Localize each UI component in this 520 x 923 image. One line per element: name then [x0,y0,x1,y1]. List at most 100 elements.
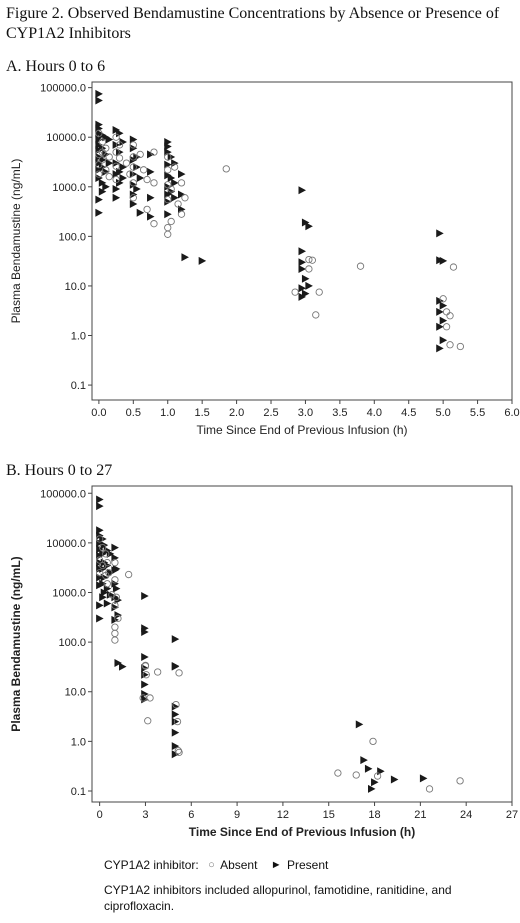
y-tick-label: 1.0 [71,331,86,343]
point-present [436,322,444,331]
point-present [129,170,138,179]
series-present [96,495,428,793]
point-absent [141,662,150,670]
point-absent [95,535,104,543]
point-present [171,193,179,202]
point-absent [129,163,137,171]
y-tick-label: 100.0 [58,231,86,243]
point-present [133,163,141,172]
point-present [367,784,376,793]
point-absent [442,308,451,316]
point-absent [164,196,172,204]
x-tick-label: 4.0 [367,407,382,419]
figure-title: Figure 2. Observed Bendamustine Concentr… [6,5,500,42]
point-present [129,199,138,208]
point-absent [439,295,447,303]
point-absent [143,175,151,184]
absent-marker-icon: ○ [208,858,215,871]
point-absent [173,717,182,726]
point-present [119,138,127,147]
point-present [301,289,310,298]
point-present [98,178,107,187]
point-absent [164,153,172,161]
point-absent [112,148,120,156]
point-present [116,167,124,176]
x-tick-label: 6.0 [504,407,519,419]
point-absent [98,138,106,146]
x-tick-label: 27 [506,809,518,821]
point-absent [164,230,172,238]
point-absent [305,255,313,264]
point-present [100,588,109,597]
point-present [164,197,172,206]
point-absent [175,748,183,757]
y-axis-label: Plasma Bendamustine (ng/mL) [9,159,23,324]
point-present [105,159,114,168]
x-tick-label: 12 [277,809,289,821]
point-present [105,135,114,144]
point-absent [95,129,103,137]
point-absent [170,163,179,171]
point-present [298,284,306,293]
x-tick-label: 24 [460,809,472,821]
x-tick-label: 0.0 [91,407,106,419]
point-absent [95,556,104,564]
point-present [119,174,127,183]
point-absent [111,636,119,644]
point-present [164,182,172,191]
point-absent [154,668,162,676]
point-absent [129,194,137,202]
x-tick-label: 2.0 [229,407,244,419]
point-present [111,543,119,552]
point-present [95,96,103,105]
point-present [106,590,115,599]
point-present [119,662,127,671]
point-absent [143,205,151,214]
point-present [171,717,180,726]
point-absent [446,341,454,349]
legend-absent-label: Absent [220,857,258,872]
y-tick-label: 10000.0 [46,538,86,550]
point-present [102,182,110,191]
point-absent [456,777,464,785]
point-present [436,296,444,305]
x-tick-label: 21 [414,809,426,821]
x-tick-label: 1.0 [160,407,175,419]
point-absent [112,162,120,170]
point-present [141,653,149,662]
point-absent [425,785,434,793]
point-present [298,258,306,267]
point-present [96,614,104,623]
y-tick-label: 1000.0 [52,182,86,194]
point-absent [102,166,110,174]
legend-title: CYP1A2 inhibitor: [104,857,199,872]
point-present [112,185,121,194]
point-present [96,526,104,535]
y-tick-label: 10.0 [65,687,86,699]
point-absent [105,173,113,181]
point-present [129,135,138,144]
x-tick-label: 3.0 [298,407,313,419]
point-present [129,180,138,189]
series-present [95,89,448,353]
point-present [119,163,127,172]
point-present [112,584,121,593]
point-absent [112,593,121,601]
point-present [377,767,385,776]
point-present [96,502,104,511]
point-present [102,150,110,159]
point-absent [167,185,175,193]
point-present [171,742,180,751]
point-present [178,190,186,199]
point-absent [449,263,458,271]
point-absent [181,194,189,202]
point-absent [369,737,377,746]
chart-panel-a: 0.1 1.0 10.0 100.0 1000.0 10000.0 100000.0 0.0 0… [9,81,520,437]
point-present [112,564,121,573]
point-absent [373,772,382,780]
point-present [439,336,448,345]
point-absent [456,342,465,351]
point-present [305,222,313,231]
point-absent [129,141,137,149]
point-present [171,750,180,759]
